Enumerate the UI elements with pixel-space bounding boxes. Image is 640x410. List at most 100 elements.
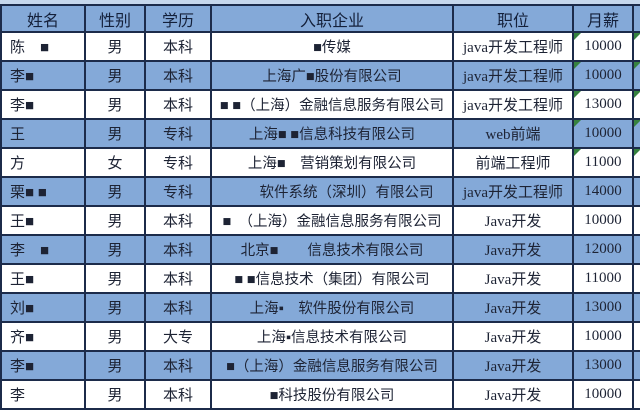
cell-overflow-sliver[interactable] — [632, 379, 640, 410]
cell-salary[interactable]: 10000 — [572, 321, 634, 352]
column-header-gender[interactable]: 性别 — [84, 4, 146, 33]
cell-company[interactable]: ■ ■信息技术（集团）有限公司 — [210, 263, 454, 294]
cell-position[interactable]: java开发工程师 — [452, 176, 574, 207]
column-header-education[interactable]: 学历 — [144, 4, 212, 33]
cell-name[interactable]: 齐■ — [0, 321, 86, 352]
cell-overflow-sliver[interactable] — [632, 205, 640, 236]
cell-company[interactable]: 上海■ 营销策划有限公司 — [210, 147, 454, 178]
cell-company[interactable]: 上海▪ 软件股份有限公司 — [210, 292, 454, 323]
cell-education[interactable]: 本科 — [144, 350, 212, 381]
cell-overflow-sliver[interactable] — [632, 60, 640, 91]
cell-gender[interactable]: 男 — [84, 379, 146, 410]
cell-overflow-sliver[interactable] — [632, 31, 640, 62]
cell-education[interactable]: 专科 — [144, 176, 212, 207]
cell-company[interactable]: 北京■ 信息技术有限公司 — [210, 234, 454, 265]
cell-gender[interactable]: 男 — [84, 176, 146, 207]
cell-overflow-sliver[interactable] — [632, 176, 640, 207]
cell-salary[interactable]: 10000 — [572, 60, 634, 91]
cell-position[interactable]: Java开发 — [452, 205, 574, 236]
cell-name[interactable]: 王■ — [0, 263, 86, 294]
cell-overflow-sliver[interactable] — [632, 89, 640, 120]
cell-gender[interactable]: 男 — [84, 31, 146, 62]
cell-name[interactable]: 栗■ ■ — [0, 176, 86, 207]
cell-company[interactable]: 上海■ ■信息科技有限公司 — [210, 118, 454, 149]
cell-gender[interactable]: 男 — [84, 118, 146, 149]
cell-position[interactable]: Java开发 — [452, 234, 574, 265]
cell-name[interactable]: 李 — [0, 379, 86, 410]
cell-position[interactable]: web前端 — [452, 118, 574, 149]
column-header-salary[interactable]: 月薪 — [572, 4, 634, 33]
cell-salary[interactable]: 10000 — [572, 205, 634, 236]
cell-salary[interactable]: 14000 — [572, 176, 634, 207]
cell-education[interactable]: 本科 — [144, 379, 212, 410]
cell-overflow-sliver[interactable] — [632, 321, 640, 352]
cell-salary[interactable]: 11000 — [572, 263, 634, 294]
cell-position[interactable]: Java开发 — [452, 379, 574, 410]
cell-education[interactable]: 本科 — [144, 234, 212, 265]
cell-company[interactable]: 上海广■股份有限公司 — [210, 60, 454, 91]
cell-overflow-sliver[interactable] — [632, 292, 640, 323]
cell-position[interactable]: Java开发 — [452, 263, 574, 294]
cell-gender[interactable]: 男 — [84, 89, 146, 120]
cell-overflow-sliver[interactable] — [632, 118, 640, 149]
column-header-company[interactable]: 入职企业 — [210, 4, 454, 33]
cell-name[interactable]: 李■ — [0, 89, 86, 120]
cell-name[interactable]: 王 — [0, 118, 86, 149]
cell-overflow-sliver[interactable] — [632, 263, 640, 294]
cell-name[interactable]: 李 ■ — [0, 234, 86, 265]
cell-position[interactable]: Java开发 — [452, 350, 574, 381]
cell-gender[interactable]: 男 — [84, 60, 146, 91]
cell-gender[interactable]: 男 — [84, 350, 146, 381]
cell-name[interactable]: 李■ — [0, 60, 86, 91]
cell-position[interactable]: Java开发 — [452, 292, 574, 323]
cell-education[interactable]: 大专 — [144, 321, 212, 352]
cell-education[interactable]: 本科 — [144, 60, 212, 91]
table-row: 方 女 专科 上海■ 营销策划有限公司 前端工程师 11000 — [0, 147, 640, 178]
cell-gender[interactable]: 男 — [84, 234, 146, 265]
cell-education[interactable]: 本科 — [144, 292, 212, 323]
cell-name[interactable]: 王■ — [0, 205, 86, 236]
column-header-position[interactable]: 职位 — [452, 4, 574, 33]
cell-gender[interactable]: 男 — [84, 205, 146, 236]
cell-gender[interactable]: 女 — [84, 147, 146, 178]
cell-overflow-sliver[interactable] — [632, 350, 640, 381]
cell-position[interactable]: Java开发 — [452, 321, 574, 352]
cell-company[interactable]: 软件系统（深圳）有限公司 — [210, 176, 454, 207]
cell-gender[interactable]: 男 — [84, 263, 146, 294]
error-flag-icon — [575, 92, 581, 98]
cell-education[interactable]: 本科 — [144, 263, 212, 294]
cell-education[interactable]: 本科 — [144, 89, 212, 120]
cell-salary[interactable]: 13000 — [572, 350, 634, 381]
cell-salary[interactable]: 10000 — [572, 118, 634, 149]
cell-company[interactable]: ■ ■（上海）金融信息服务有限公司 — [210, 89, 454, 120]
cell-name[interactable]: 方 — [0, 147, 86, 178]
cell-salary[interactable]: 11000 — [572, 147, 634, 178]
cell-company[interactable]: ■科技股份有限公司 — [210, 379, 454, 410]
cell-company[interactable]: ■ （上海）金融信息服务有限公司 — [210, 205, 454, 236]
cell-company[interactable]: 上海▪信息技术有限公司 — [210, 321, 454, 352]
cell-overflow-sliver[interactable] — [632, 234, 640, 265]
cell-name[interactable]: 刘■ — [0, 292, 86, 323]
cell-overflow-sliver[interactable] — [632, 147, 640, 178]
cell-salary[interactable]: 10000 — [572, 379, 634, 410]
cell-salary[interactable]: 10000 — [572, 31, 634, 62]
cell-company[interactable]: ■传媒 — [210, 31, 454, 62]
cell-position[interactable]: 前端工程师 — [452, 147, 574, 178]
cell-education[interactable]: 专科 — [144, 147, 212, 178]
cell-position[interactable]: java开发工程师 — [452, 89, 574, 120]
cell-salary[interactable]: 12000 — [572, 234, 634, 265]
cell-salary[interactable]: 13000 — [572, 292, 634, 323]
cell-education[interactable]: 本科 — [144, 31, 212, 62]
cell-salary[interactable]: 13000 — [572, 89, 634, 120]
cell-position[interactable]: java开发工程师 — [452, 31, 574, 62]
column-header-name[interactable]: 姓名 — [0, 4, 86, 33]
cell-name[interactable]: 李■ — [0, 350, 86, 381]
cell-gender[interactable]: 男 — [84, 292, 146, 323]
cell-education[interactable]: 专科 — [144, 118, 212, 149]
cell-name[interactable]: 陈 ■ — [0, 31, 86, 62]
cell-position[interactable]: java开发工程师 — [452, 60, 574, 91]
cell-education[interactable]: 本科 — [144, 205, 212, 236]
cell-company[interactable]: ■（上海）金融信息服务有限公司 — [210, 350, 454, 381]
cell-gender[interactable]: 男 — [84, 321, 146, 352]
